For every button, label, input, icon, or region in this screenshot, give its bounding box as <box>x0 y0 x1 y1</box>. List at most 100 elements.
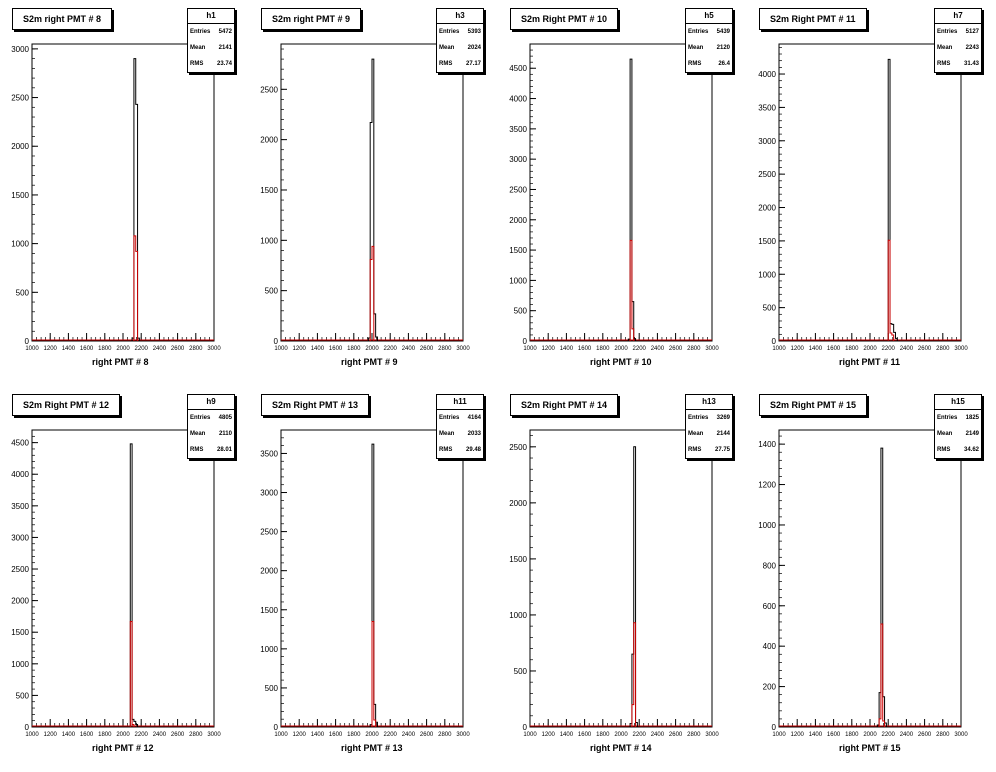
y-tick-label: 1000 <box>11 660 29 669</box>
x-tick-label: 2400 <box>651 732 665 738</box>
y-tick-label: 1500 <box>11 628 29 637</box>
histogram-series <box>887 58 898 341</box>
stats-rms-row: RMS 23.74 <box>188 56 234 72</box>
stats-mean-label: Mean <box>688 45 704 51</box>
stats-entries-label: Entries <box>688 415 709 421</box>
histogram-title: S2m Right PMT # 14 <box>510 394 619 416</box>
histogram-plot: 0 500 1000 1500 2000 2500 3000 3500 4000 1000 1200… <box>758 43 968 352</box>
stats-entries-value: 5439 <box>716 29 730 35</box>
y-tick-label: 600 <box>763 602 777 611</box>
y-tick-label: 0 <box>772 723 777 732</box>
stats-box: h9 Entries 4805 Mean 2110 RMS 28.01 <box>187 394 235 459</box>
x-tick-label: 1200 <box>44 346 58 352</box>
y-tick-label: 500 <box>514 667 528 676</box>
histogram-series <box>369 443 378 727</box>
stats-rms-row: RMS 27.75 <box>686 442 732 458</box>
plot-frame <box>778 43 962 342</box>
stats-mean-value: 2141 <box>218 45 232 51</box>
stats-entries-value: 1825 <box>965 415 979 421</box>
y-tick-label: 1000 <box>758 521 776 530</box>
y-tick-label: 1500 <box>11 191 29 200</box>
histogram-panel: 0 200 400 600 800 1000 1200 1400 1000 1200 1400 160… <box>747 386 996 772</box>
x-tick-label: 1200 <box>44 732 58 738</box>
y-tick-label: 2500 <box>11 565 29 574</box>
x-axis-label: right PMT # 9 <box>341 357 398 367</box>
stats-rms-value: 27.17 <box>465 61 481 67</box>
x-tick-label: 1000 <box>25 732 39 738</box>
x-axis-label: right PMT # 10 <box>590 357 652 367</box>
x-tick-label: 1400 <box>809 732 823 738</box>
x-tick-label: 1600 <box>578 346 592 352</box>
histogram-plot: 0 500 1000 1500 2000 2500 3000 3500 4000 4500 1000… <box>11 429 221 738</box>
y-tick-label: 800 <box>763 561 777 570</box>
x-tick-label: 2200 <box>384 732 398 738</box>
x-tick-label: 2800 <box>936 732 950 738</box>
x-tick-label: 3000 <box>456 732 470 738</box>
x-tick-label: 1200 <box>293 346 307 352</box>
histogram-series <box>371 620 377 727</box>
y-tick-label: 1200 <box>758 481 776 490</box>
stats-mean-label: Mean <box>439 431 455 437</box>
stats-box: h15 Entries 1825 Mean 2149 RMS 34.62 <box>934 394 982 459</box>
x-tick-label: 2400 <box>402 346 416 352</box>
histogram-plot: 0 500 1000 1500 2000 2500 3000 3500 4000 4500 1000… <box>509 43 719 352</box>
x-tick-label: 2800 <box>687 346 701 352</box>
histogram-title: S2m Right PMT # 10 <box>510 8 619 30</box>
stats-mean-row: Mean 2141 <box>188 40 234 56</box>
y-tick-label: 2500 <box>260 528 278 537</box>
y-tick-label: 4000 <box>11 470 29 479</box>
x-tick-label: 1400 <box>560 732 574 738</box>
stats-rms-value: 26.4 <box>718 61 730 67</box>
histogram-title: S2m right PMT # 9 <box>261 8 362 30</box>
histogram-title: S2m right PMT # 8 <box>12 8 113 30</box>
y-tick-label: 1400 <box>758 440 776 449</box>
x-tick-label: 1200 <box>791 346 805 352</box>
y-tick-label: 500 <box>265 684 279 693</box>
x-tick-label: 2600 <box>420 732 434 738</box>
stats-entries-label: Entries <box>937 29 958 35</box>
x-tick-label: 2800 <box>189 732 203 738</box>
x-axis-label: right PMT # 14 <box>590 743 652 753</box>
y-tick-label: 500 <box>265 287 279 296</box>
y-tick-label: 2000 <box>260 567 278 576</box>
histogram-series <box>887 239 895 341</box>
y-tick-label: 4500 <box>509 64 527 73</box>
y-tick-label: 3000 <box>260 489 278 498</box>
stats-entries-row: Entries 5127 <box>935 24 981 40</box>
y-tick-label: 1500 <box>260 186 278 195</box>
x-tick-label: 1200 <box>542 732 556 738</box>
x-tick-label: 2600 <box>669 732 683 738</box>
x-tick-label: 1200 <box>542 346 556 352</box>
histogram-series <box>627 58 637 341</box>
stats-rms-label: RMS <box>937 447 951 453</box>
x-tick-label: 1000 <box>274 346 288 352</box>
stats-entries-value: 3269 <box>716 415 730 421</box>
x-tick-label: 2400 <box>153 732 167 738</box>
stats-mean-row: Mean 2024 <box>437 40 483 56</box>
stats-mean-label: Mean <box>439 45 455 51</box>
stats-entries-label: Entries <box>439 29 460 35</box>
y-tick-label: 1500 <box>509 246 527 255</box>
y-tick-label: 0 <box>523 723 528 732</box>
stats-rms-label: RMS <box>439 61 453 67</box>
y-tick-label: 0 <box>25 337 30 346</box>
stats-entries-row: Entries 5393 <box>437 24 483 40</box>
stats-rms-label: RMS <box>937 61 951 67</box>
histogram-series <box>131 58 140 341</box>
histogram-title: S2m Right PMT # 12 <box>12 394 121 416</box>
x-tick-label: 3000 <box>705 732 719 738</box>
histogram-series <box>129 620 135 727</box>
y-tick-label: 2500 <box>260 85 278 94</box>
x-axis-label: right PMT # 8 <box>92 357 149 367</box>
x-axis-label: right PMT # 12 <box>92 743 154 753</box>
y-tick-label: 1000 <box>260 645 278 654</box>
stats-rms-label: RMS <box>688 61 702 67</box>
plot-frame <box>31 43 215 342</box>
x-tick-label: 2200 <box>135 732 149 738</box>
plot-frame <box>778 429 962 728</box>
histogram-plot: 0 500 1000 1500 2000 2500 1000 1200 1400 1600 1800… <box>509 429 719 738</box>
x-axis-label: right PMT # 15 <box>839 743 901 753</box>
stats-mean-label: Mean <box>190 431 206 437</box>
stats-entries-row: Entries 5439 <box>686 24 732 40</box>
histogram-panel: 0 500 1000 1500 2000 2500 3000 3500 4000 4500 1000… <box>0 386 249 772</box>
